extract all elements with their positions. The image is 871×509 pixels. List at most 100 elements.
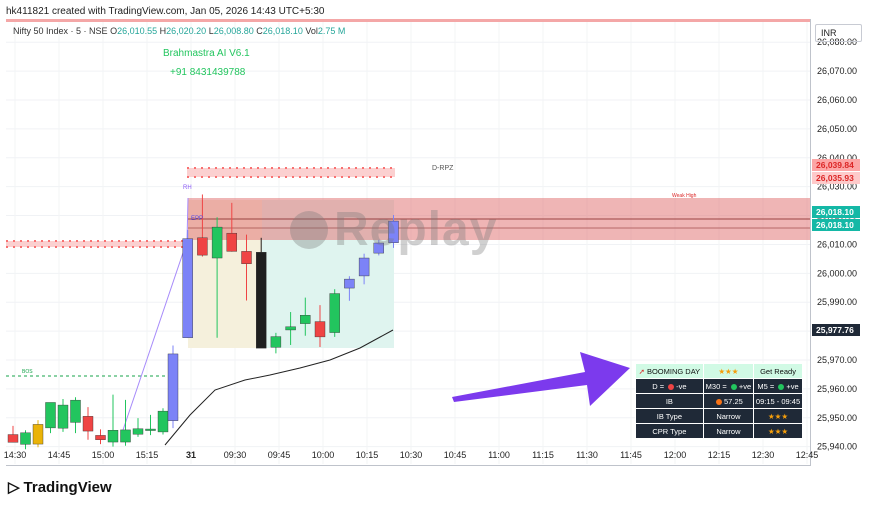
y-tick-label: 26,060.00 — [817, 95, 857, 105]
rh-label: RH — [183, 185, 192, 191]
candles — [7, 194, 399, 450]
x-tick-label: 12:15 — [708, 450, 731, 460]
x-tick-label: 09:30 — [224, 450, 247, 460]
green-dot-icon — [730, 383, 737, 390]
ib-type-stars: ★★★ — [753, 408, 803, 424]
candle-body — [358, 257, 370, 277]
daily-trend-cell: D = -ve — [635, 378, 704, 394]
x-tick-label: 31 — [186, 450, 196, 460]
moving-average-line — [164, 329, 394, 446]
low-value: 26,008.80 — [213, 26, 254, 36]
x-tick-label: 15:15 — [136, 450, 159, 460]
candle-body — [300, 315, 311, 324]
candle-body — [145, 428, 156, 431]
drpz-band — [187, 167, 395, 178]
x-tick-label: 11:45 — [620, 450, 642, 460]
green-dot-icon — [778, 383, 785, 390]
y-tick-label: 26,050.00 — [817, 124, 857, 134]
candle-body — [388, 220, 399, 243]
ib-type-label: IB Type — [635, 408, 704, 424]
x-tick-label: 11:00 — [488, 450, 510, 460]
x-tick-label: 10:00 — [312, 450, 335, 460]
x-tick-label: 12:30 — [752, 450, 775, 460]
y-tick-label: 26,070.00 — [817, 66, 857, 76]
drpz-label: D-RPZ — [432, 165, 454, 172]
candle-body — [256, 252, 267, 349]
y-tick-label: 25,990.00 — [817, 297, 857, 307]
status-cell: Get Ready — [753, 363, 803, 379]
candle-body — [7, 434, 19, 443]
candle-body — [57, 404, 69, 429]
indicator-contact: +91 8431439788 — [170, 67, 246, 78]
y-tick-label: 25,940.00 — [817, 442, 857, 452]
y-tick-label: 25,950.00 — [817, 413, 857, 423]
candle-body — [182, 238, 193, 338]
cpr-type-stars: ★★★ — [753, 423, 803, 439]
candle-body — [120, 429, 131, 443]
x-tick-label: 09:45 — [268, 450, 291, 460]
candle-body — [167, 353, 179, 421]
red-dot-icon — [668, 383, 675, 390]
x-tick-label: 11:15 — [532, 450, 554, 460]
x-tick-label: 11:30 — [576, 450, 598, 460]
candle-body — [82, 416, 94, 432]
open-value: 26,010.55 — [117, 26, 158, 36]
y-tick-label: 26,000.00 — [817, 268, 857, 278]
rating-stars: ★★★ — [702, 363, 755, 379]
currency-button[interactable]: INR — [815, 24, 862, 42]
x-tick-label: 14:45 — [48, 450, 71, 460]
candle-body — [197, 237, 208, 256]
tv-logo-icon: ▷ — [8, 479, 20, 496]
symbol-legend: Nifty 50 Index · 5 · NSE O26,010.55 H26,… — [13, 26, 345, 36]
chart-credit: hk411821 created with TradingView.com, J… — [6, 6, 325, 17]
rocket-icon: ➚ — [638, 366, 645, 376]
open-label: O — [110, 26, 118, 36]
left-band — [6, 240, 186, 248]
chart-frame — [6, 19, 811, 466]
tradingview-logo[interactable]: ▷ TradingView — [8, 479, 112, 496]
trend-line — [122, 197, 189, 431]
low-label: L — [208, 26, 214, 36]
symbol-name: Nifty 50 Index · 5 · NSE — [13, 26, 108, 36]
volume-label: Vol — [305, 26, 318, 36]
candle-body — [373, 242, 384, 254]
close-label: C — [256, 26, 263, 36]
m5-trend-cell: M5 = +ve — [753, 378, 803, 394]
x-axis: 14:30 14:45 15:00 15:15 31 09:30 09:45 10:00 10:… — [4, 450, 819, 460]
cpr-type-label: CPR Type — [635, 423, 704, 439]
candle-body — [344, 278, 355, 289]
candle-body — [45, 402, 56, 429]
y-tick-label: 25,970.00 — [817, 355, 857, 365]
candle-body — [285, 326, 296, 331]
close-value: 26,018.10 — [262, 26, 303, 36]
ib-time: 09:15 - 09:45 — [753, 393, 803, 409]
y-tick-label: 25,960.00 — [817, 384, 857, 394]
candle-body — [270, 336, 282, 348]
candle-body — [20, 432, 31, 445]
replay-watermark: Replay — [334, 203, 498, 256]
m30-trend-cell: M30 = +ve — [702, 378, 755, 394]
pointer-arrow — [452, 352, 630, 406]
ib-value: 57.25 — [702, 393, 755, 409]
bos-label: BOS — [22, 369, 33, 375]
price-tag-c: 26,018.10 — [812, 206, 860, 218]
high-value: 26,020.20 — [166, 26, 207, 36]
y-tick-label: 26,040.00 — [817, 153, 857, 163]
info-table: ➚ BOOMING DAY ★★★ Get Ready D = -ve M30 … — [635, 363, 803, 439]
y-axis: 26,080.00 26,070.00 26,060.00 26,050.00 26,0… — [817, 37, 857, 451]
x-tick-label: 10:45 — [444, 450, 467, 460]
candle-body — [70, 399, 81, 423]
price-tag-d: 26,018.10 — [812, 219, 860, 231]
y-tick-label: 26,080.00 — [817, 37, 857, 47]
weak-high-label: Weak High — [672, 193, 697, 199]
candle-body — [226, 232, 238, 252]
ib-type-value: Narrow — [702, 408, 755, 424]
top-zone-bar — [6, 19, 810, 22]
orange-dot-icon — [716, 398, 723, 405]
booming-day-cell: ➚ BOOMING DAY — [635, 363, 704, 379]
x-tick-label: 12:00 — [664, 450, 687, 460]
price-tag-a: 26,039.84 — [812, 159, 860, 171]
x-tick-label: 15:00 — [92, 450, 115, 460]
candle-body — [107, 430, 119, 443]
